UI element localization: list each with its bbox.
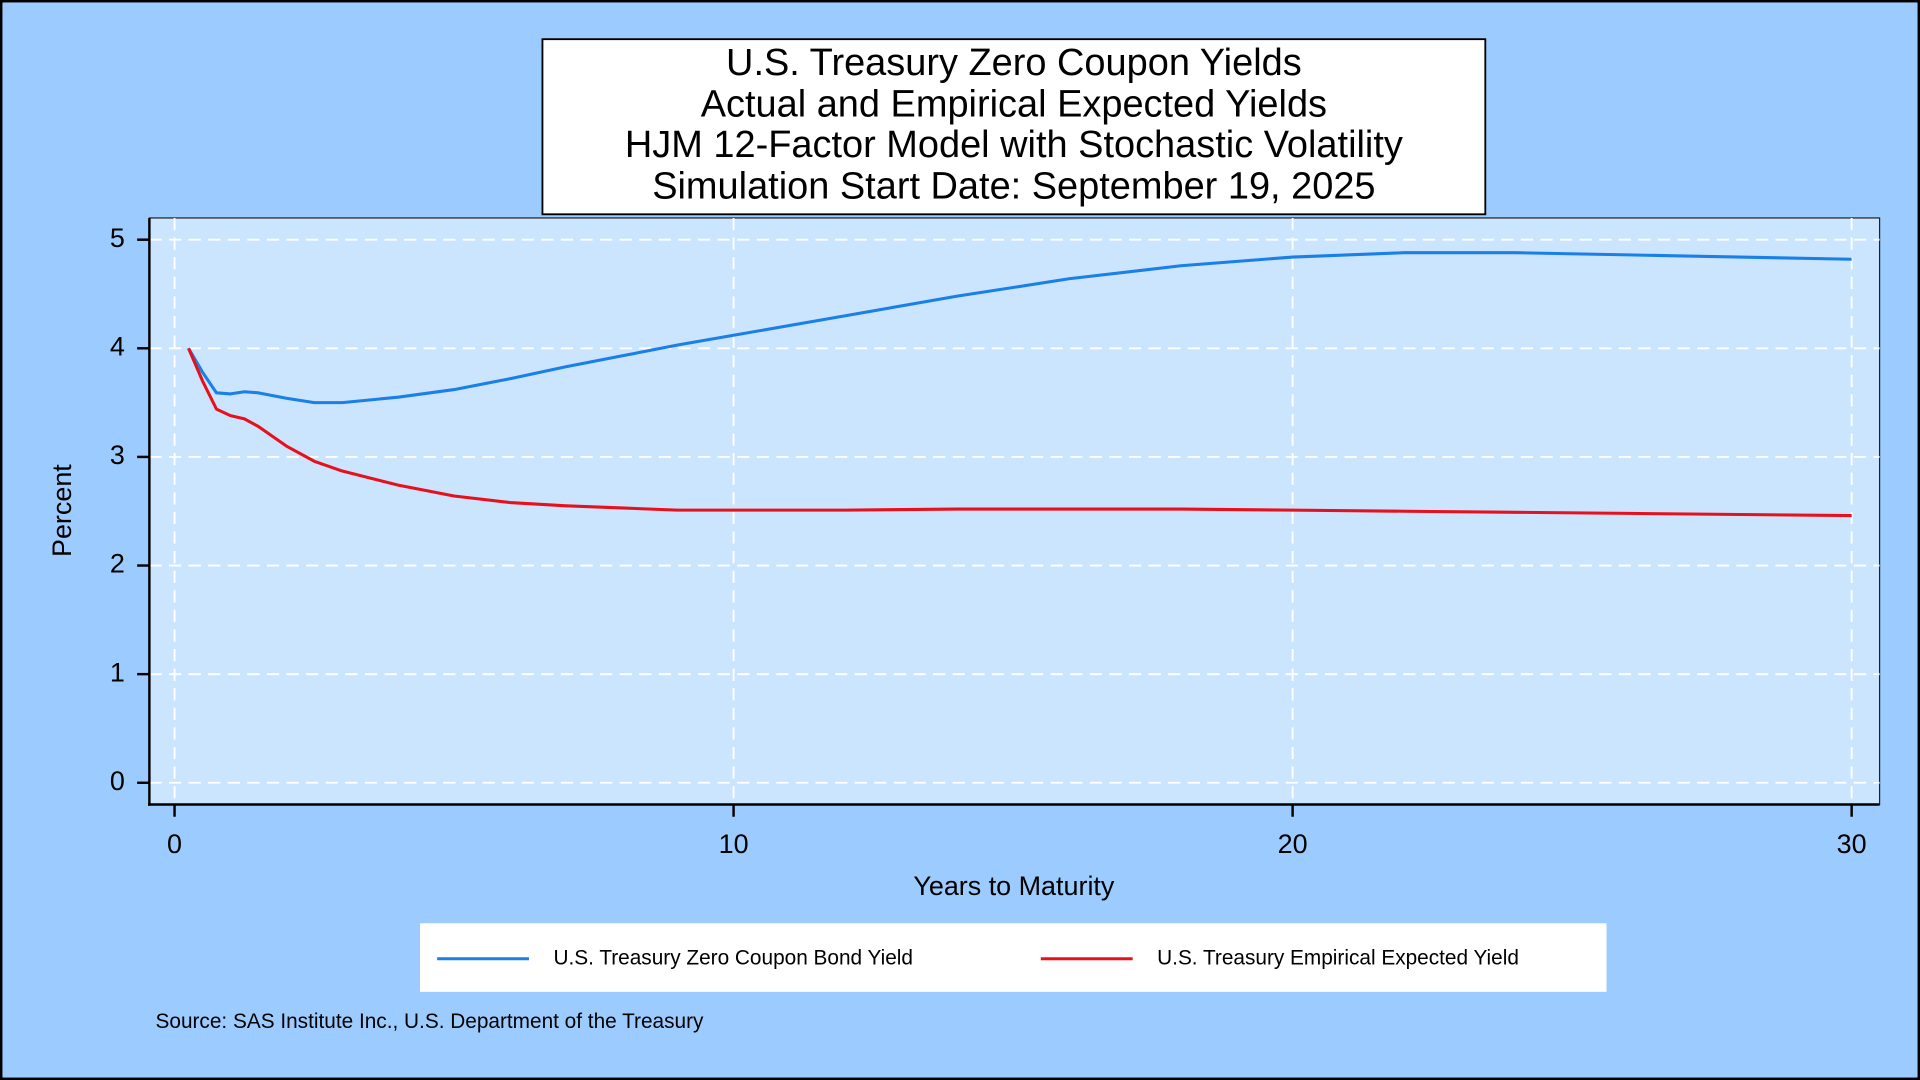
y-tick-label: 5: [110, 223, 125, 253]
y-tick-label: 1: [110, 657, 125, 687]
x-tick-label: 20: [1278, 829, 1308, 859]
title-box: [541, 38, 1487, 216]
y-tick-label: 3: [110, 440, 125, 470]
source-note: Source: SAS Institute Inc., U.S. Departm…: [156, 1010, 704, 1033]
chart-title: Simulation Start Date: September 19, 202…: [652, 166, 1375, 208]
x-axis-label: Years to Maturity: [913, 871, 1115, 901]
y-tick-label: 2: [110, 549, 125, 579]
legend: [420, 923, 1607, 992]
legend-label: U.S. Treasury Empirical Expected Yield: [1157, 946, 1519, 969]
grid: [149, 217, 1880, 805]
chart-title: Actual and Empirical Expected Yields: [701, 84, 1327, 126]
chart-title: U.S. Treasury Zero Coupon Yields: [726, 42, 1302, 84]
lines: [187, 251, 1852, 518]
x-tick-label: 10: [719, 829, 749, 859]
legend-entries: U.S. Treasury Zero Coupon Bond Yield U.S.…: [437, 946, 1519, 969]
chart-title: HJM 12-Factor Model with Stochastic Vola…: [625, 124, 1403, 166]
legend-label: U.S. Treasury Zero Coupon Bond Yield: [553, 946, 913, 969]
x-tick-label: 30: [1837, 829, 1867, 859]
plot-area: [148, 217, 1881, 806]
x-tick-label: 0: [167, 829, 182, 859]
y-axis-label: Percent: [47, 464, 77, 557]
series-line: [187, 251, 1852, 405]
y-tick-label: 4: [110, 331, 125, 361]
series-line: [187, 347, 1852, 518]
y-tick-label: 0: [110, 766, 125, 796]
